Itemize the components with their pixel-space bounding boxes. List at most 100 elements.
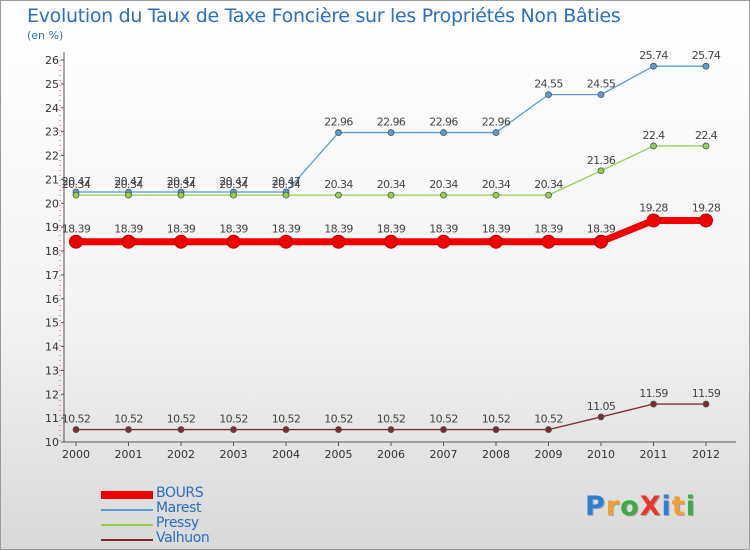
data-label: 20.34 — [62, 178, 91, 191]
x-tick-label: 2011 — [640, 448, 668, 461]
data-point — [492, 426, 500, 433]
data-point — [545, 426, 552, 433]
data-label: 18.39 — [219, 223, 248, 236]
data-label: 11.59 — [692, 387, 721, 400]
data-point — [335, 426, 342, 433]
logo-letter: X — [639, 491, 662, 522]
data-label: 18.39 — [62, 223, 91, 236]
logo-letter: P — [585, 491, 606, 522]
data-point — [125, 426, 132, 433]
data-point — [702, 62, 710, 70]
data-point — [646, 213, 661, 228]
data-label: 20.47 — [219, 175, 248, 188]
y-tick-label: 18 — [45, 245, 59, 258]
y-tick-label: 16 — [45, 293, 59, 306]
data-label: 22.4 — [695, 129, 718, 142]
y-tick-label: 17 — [45, 269, 59, 282]
data-label: 11.59 — [639, 387, 668, 400]
legend-label: Pressy — [156, 515, 199, 531]
legend-label: Valhuon — [156, 530, 210, 546]
data-label: 20.34 — [482, 178, 511, 191]
x-tick-label: 2008 — [482, 448, 510, 461]
x-tick-label: 2005 — [325, 448, 353, 461]
data-point — [702, 142, 710, 150]
logo-letter: i — [661, 491, 672, 522]
y-tick-label: 10 — [45, 436, 59, 449]
data-label: 22.96 — [429, 116, 458, 129]
data-point — [699, 213, 713, 228]
data-label: 10.52 — [482, 413, 511, 426]
data-label: 10.52 — [429, 413, 458, 426]
x-tick-label: 2002 — [167, 448, 195, 461]
data-point — [440, 129, 447, 136]
data-point — [177, 426, 185, 433]
data-label: 10.52 — [219, 413, 248, 426]
data-point — [489, 234, 503, 249]
data-point — [384, 234, 398, 249]
data-point — [545, 91, 552, 99]
data-point — [597, 413, 605, 421]
data-point — [230, 426, 237, 433]
x-tick-label: 2009 — [535, 448, 563, 461]
data-point — [492, 191, 500, 199]
data-label: 19.28 — [639, 201, 668, 214]
data-point — [440, 191, 447, 199]
data-point — [387, 426, 395, 433]
data-point — [279, 234, 293, 249]
x-tick-label: 2003 — [220, 448, 248, 461]
data-label: 18.39 — [587, 223, 616, 236]
y-tick-label: 21 — [45, 173, 59, 186]
legend-swatch — [101, 509, 153, 511]
data-label: 22.4 — [642, 129, 665, 142]
data-label: 22.96 — [377, 116, 406, 129]
data-label: 20.47 — [272, 175, 301, 188]
data-label: 18.39 — [534, 223, 563, 236]
data-label: 20.47 — [114, 175, 143, 188]
y-tick-label: 12 — [45, 388, 59, 401]
data-label: 25.74 — [692, 49, 721, 62]
data-label: 10.52 — [324, 413, 353, 426]
y-tick-label: 13 — [45, 364, 59, 377]
data-label: 25.74 — [639, 49, 668, 62]
x-tick-label: 2004 — [272, 448, 300, 461]
data-point — [702, 400, 710, 408]
data-point — [436, 234, 451, 249]
data-point — [335, 191, 342, 199]
x-tick-label: 2000 — [62, 448, 90, 461]
data-label: 18.39 — [377, 223, 406, 236]
y-tick-label: 15 — [45, 317, 59, 330]
y-tick-label: 20 — [45, 197, 59, 210]
data-point — [177, 191, 185, 199]
data-point — [541, 234, 556, 249]
data-point — [72, 426, 80, 433]
data-point — [440, 426, 447, 433]
data-point — [387, 129, 395, 136]
data-label: 18.39 — [114, 223, 143, 236]
y-tick-label: 14 — [45, 341, 59, 354]
x-tick-label: 2010 — [587, 448, 615, 461]
data-label: 20.47 — [62, 175, 91, 188]
data-point — [331, 234, 346, 249]
legend-label: Marest — [156, 500, 202, 516]
data-label: 24.55 — [534, 78, 563, 91]
logo-letter: r — [605, 491, 621, 522]
data-label: 10.52 — [167, 413, 196, 426]
logo-letter: t — [671, 491, 686, 522]
data-label: 22.96 — [324, 116, 353, 129]
data-point — [230, 191, 237, 199]
data-point — [650, 400, 657, 408]
data-point — [69, 234, 83, 249]
data-label: 18.39 — [482, 223, 511, 236]
data-label: 22.96 — [482, 116, 511, 129]
data-label: 10.52 — [114, 413, 143, 426]
logo-letter: i — [685, 491, 696, 522]
data-label: 21.36 — [587, 154, 616, 167]
data-label: 24.55 — [587, 78, 616, 91]
y-tick-label: 23 — [45, 126, 59, 139]
data-label: 18.39 — [429, 223, 458, 236]
data-label: 10.52 — [272, 413, 301, 426]
legend-swatch — [101, 524, 153, 526]
data-point — [226, 234, 241, 249]
